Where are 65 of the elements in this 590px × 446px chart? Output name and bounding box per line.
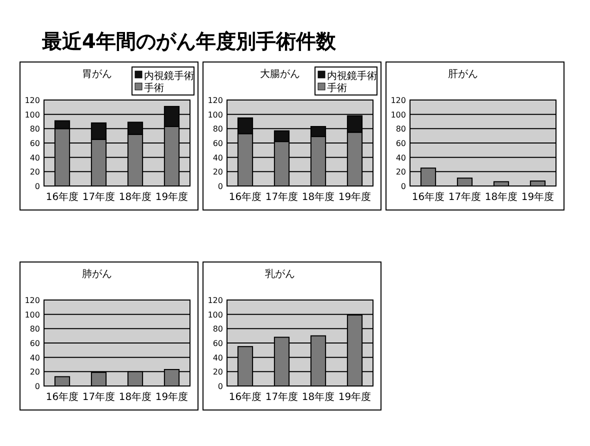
y-tick-label: 100 bbox=[24, 310, 40, 320]
y-tick-label: 80 bbox=[212, 124, 223, 134]
y-tick-label: 40 bbox=[30, 353, 40, 362]
y-tick-label: 20 bbox=[396, 168, 406, 177]
chart-title: 乳がん bbox=[265, 268, 295, 280]
y-tick-label: 120 bbox=[390, 96, 406, 105]
x-tick-label: 19年度 bbox=[338, 391, 372, 403]
x-tick-label: 18年度 bbox=[302, 191, 335, 203]
x-tick-label: 17年度 bbox=[448, 191, 482, 203]
y-tick-label: 0 bbox=[400, 182, 406, 191]
y-tick-label: 100 bbox=[208, 310, 223, 320]
x-tick-label: 16年度 bbox=[228, 391, 262, 403]
y-tick-label: 60 bbox=[212, 339, 223, 348]
x-tick-label: 16年度 bbox=[228, 191, 262, 203]
x-tick-label: 17年度 bbox=[82, 391, 116, 403]
y-tick-label: 60 bbox=[30, 339, 40, 348]
y-tick-label: 0 bbox=[34, 382, 40, 391]
y-tick-label: 80 bbox=[30, 324, 40, 334]
y-tick-label: 40 bbox=[212, 153, 223, 162]
x-tick-label: 17年度 bbox=[82, 191, 116, 203]
x-tick-label: 16年度 bbox=[46, 191, 79, 203]
legend-label: 手術 bbox=[144, 82, 164, 94]
y-tick-label: 40 bbox=[396, 153, 406, 162]
chart-title: 肝がん bbox=[448, 69, 478, 80]
chart-title: 胃がん bbox=[82, 69, 112, 80]
y-tick-label: 120 bbox=[24, 96, 40, 105]
y-tick-label: 100 bbox=[390, 110, 406, 120]
y-tick-label: 100 bbox=[24, 110, 40, 120]
y-tick-label: 60 bbox=[212, 139, 223, 148]
y-tick-label: 120 bbox=[208, 96, 223, 105]
y-tick-label: 20 bbox=[30, 368, 40, 377]
x-tick-label: 17年度 bbox=[265, 191, 298, 203]
y-tick-label: 80 bbox=[396, 124, 406, 134]
y-tick-label: 20 bbox=[212, 368, 223, 377]
y-tick-label: 120 bbox=[24, 296, 40, 305]
x-tick-label: 18年度 bbox=[484, 191, 518, 203]
y-tick-label: 0 bbox=[34, 182, 40, 191]
text: 最近4年間のがん年度別手術件数 bbox=[41, 29, 337, 53]
y-tick-label: 80 bbox=[212, 324, 223, 334]
y-tick-label: 120 bbox=[208, 296, 223, 305]
y-tick-label: 60 bbox=[30, 139, 40, 148]
x-tick-label: 19年度 bbox=[155, 391, 188, 403]
y-tick-label: 60 bbox=[396, 139, 406, 148]
y-tick-label: 40 bbox=[30, 153, 40, 162]
x-tick-label: 19年度 bbox=[155, 191, 188, 203]
legend-label: 内視鏡手術 bbox=[327, 70, 377, 82]
x-tick-label: 16年度 bbox=[412, 191, 445, 203]
x-tick-label: 19年度 bbox=[338, 191, 372, 203]
y-tick-label: 0 bbox=[218, 182, 223, 191]
y-tick-label: 0 bbox=[218, 382, 223, 391]
x-tick-label: 17年度 bbox=[265, 391, 298, 403]
x-tick-label: 18年度 bbox=[118, 191, 152, 203]
y-tick-label: 80 bbox=[30, 124, 40, 134]
y-tick-label: 20 bbox=[212, 168, 223, 177]
x-tick-label: 19年度 bbox=[521, 191, 554, 203]
x-tick-label: 18年度 bbox=[118, 391, 152, 403]
legend-label: 手術 bbox=[327, 82, 347, 94]
y-tick-label: 100 bbox=[208, 110, 223, 120]
chart-title: 大腸がん bbox=[260, 68, 300, 80]
y-tick-label: 20 bbox=[30, 168, 40, 177]
x-tick-label: 16年度 bbox=[46, 391, 79, 403]
y-tick-label: 40 bbox=[212, 353, 223, 362]
legend-label: 内視鏡手術 bbox=[144, 70, 194, 82]
x-tick-label: 18年度 bbox=[302, 391, 335, 403]
chart-title: 肺がん bbox=[82, 268, 112, 280]
